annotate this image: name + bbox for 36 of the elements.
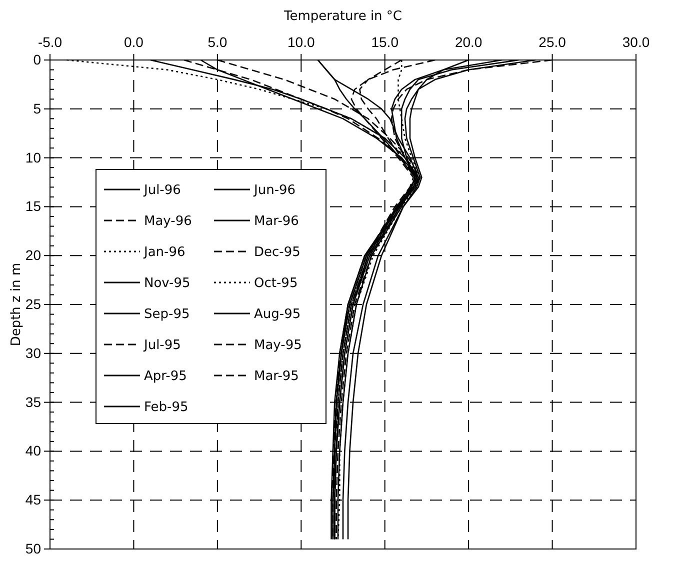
x-tick-label: -5.0	[38, 34, 62, 50]
legend-label: Aug-95	[254, 307, 301, 322]
y-tick-label: 10	[25, 149, 42, 166]
y-tick-label: 15	[25, 198, 42, 214]
legend-label: Oct-95	[254, 276, 298, 292]
x-tick-label: 25.0	[538, 34, 566, 50]
legend-label: Feb-95	[144, 400, 188, 416]
legend-label: Jan-96	[143, 245, 186, 260]
y-tick-label: 40	[25, 442, 42, 459]
x-tick-label: 5.0	[208, 34, 228, 50]
legend-label: Jul-95	[143, 338, 181, 354]
legend-label: Mar-96	[254, 214, 299, 230]
y-tick-label: 5	[33, 100, 42, 116]
x-tick-label: 15.0	[371, 34, 399, 50]
legend-label: Sep-95	[144, 307, 190, 322]
x-tick-label: 10.0	[288, 34, 315, 50]
legend-label: Mar-95	[254, 369, 299, 384]
y-tick-label: 20	[25, 247, 42, 264]
legend-label: Apr-95	[144, 369, 187, 384]
legend-label: May-95	[254, 338, 302, 354]
y-tick-label: 0	[33, 51, 42, 68]
x-tick-label: 20.0	[454, 34, 482, 50]
x-axis-title: Temperature in °C	[282, 9, 402, 24]
x-tick-label: 30.0	[622, 34, 650, 50]
y-tick-label: 25	[25, 296, 42, 312]
x-tick-label: 0.0	[124, 34, 144, 50]
y-tick-label: 30	[25, 344, 42, 361]
y-tick-label: 50	[25, 540, 42, 556]
y-tick-label: 35	[25, 394, 42, 410]
y-tick-label: 45	[25, 492, 42, 508]
legend-label: Nov-95	[144, 276, 190, 292]
legend-label: May-96	[144, 214, 192, 230]
legend-label: Jul-96	[143, 183, 181, 198]
legend-label: Dec-95	[254, 245, 300, 260]
y-axis-title: Depth z in m	[9, 262, 24, 346]
legend-label: Jun-96	[253, 183, 296, 198]
